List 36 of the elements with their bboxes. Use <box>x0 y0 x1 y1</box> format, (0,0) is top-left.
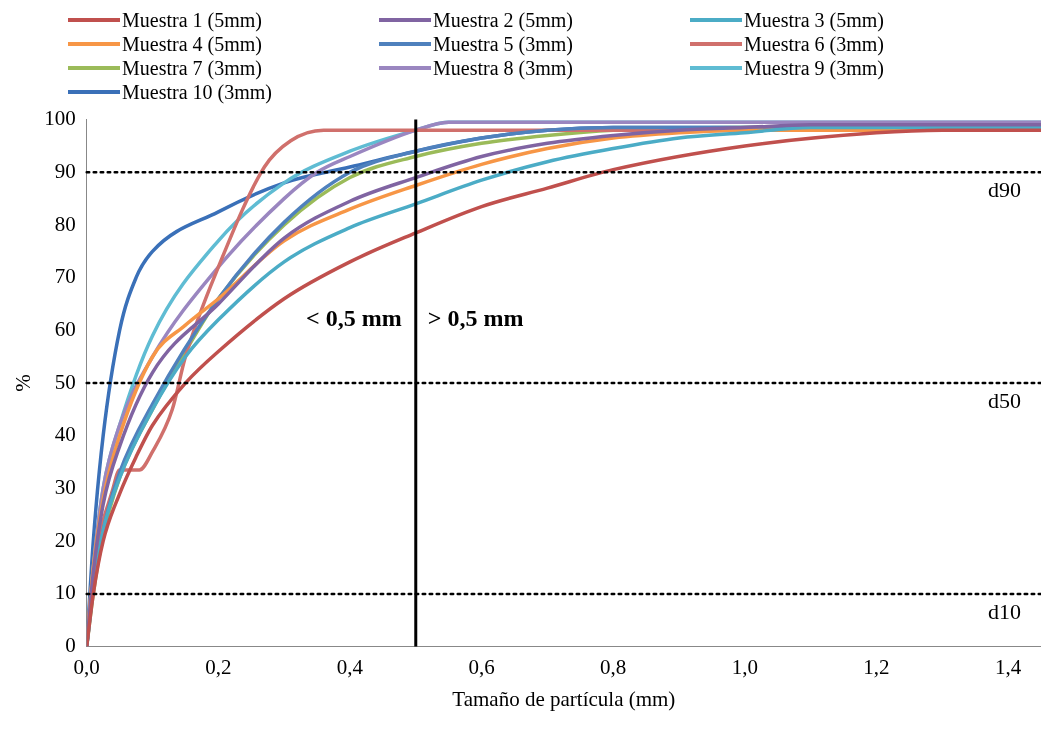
y-tick-label: 70 <box>54 264 76 289</box>
legend-label: Muestra 8 (3mm) <box>433 56 573 80</box>
ref-line-label: d50 <box>988 387 1021 413</box>
legend-label: Muestra 4 (5mm) <box>122 32 262 56</box>
y-tick-label: 20 <box>54 527 76 552</box>
legend-label: Muestra 9 (3mm) <box>744 56 884 80</box>
legend-label: Muestra 1 (5mm) <box>122 8 262 32</box>
x-tick-label: 0,6 <box>468 654 495 679</box>
legend-label: Muestra 3 (5mm) <box>744 8 884 32</box>
legend-label: Muestra 10 (3mm) <box>122 80 272 104</box>
x-tick-label: 0,4 <box>336 654 364 679</box>
ref-line-label: d90 <box>988 177 1021 203</box>
legend-label: Muestra 7 (3mm) <box>122 56 262 80</box>
ref-line-label: d10 <box>988 598 1021 624</box>
x-tick-label: 1,4 <box>994 654 1022 679</box>
y-tick-label: 80 <box>54 211 76 236</box>
x-tick-label: 0,0 <box>73 654 100 679</box>
y-tick-label: 30 <box>54 475 76 500</box>
x-axis-title: Tamaño de partícula (mm) <box>452 686 676 711</box>
y-tick-label: 100 <box>44 106 76 131</box>
y-tick-label: 50 <box>54 369 76 394</box>
x-tick-label: 0,8 <box>600 654 627 679</box>
y-tick-label: 0 <box>65 633 76 658</box>
y-tick-label: 90 <box>54 158 76 183</box>
x-tick-label: 1,0 <box>731 654 758 679</box>
y-tick-label: 40 <box>54 422 76 447</box>
y-tick-label: 60 <box>54 316 76 341</box>
legend-label: Muestra 5 (3mm) <box>433 32 573 56</box>
x-tick-label: 0,2 <box>205 654 232 679</box>
y-tick-label: 10 <box>54 580 76 605</box>
legend-label: Muestra 6 (3mm) <box>744 32 884 56</box>
y-axis-title: % <box>11 374 36 392</box>
annotation: > 0,5 mm <box>427 305 524 332</box>
x-tick-label: 1,2 <box>863 654 890 679</box>
annotation: < 0,5 mm <box>306 305 402 332</box>
legend-label: Muestra 2 (5mm) <box>433 8 573 32</box>
